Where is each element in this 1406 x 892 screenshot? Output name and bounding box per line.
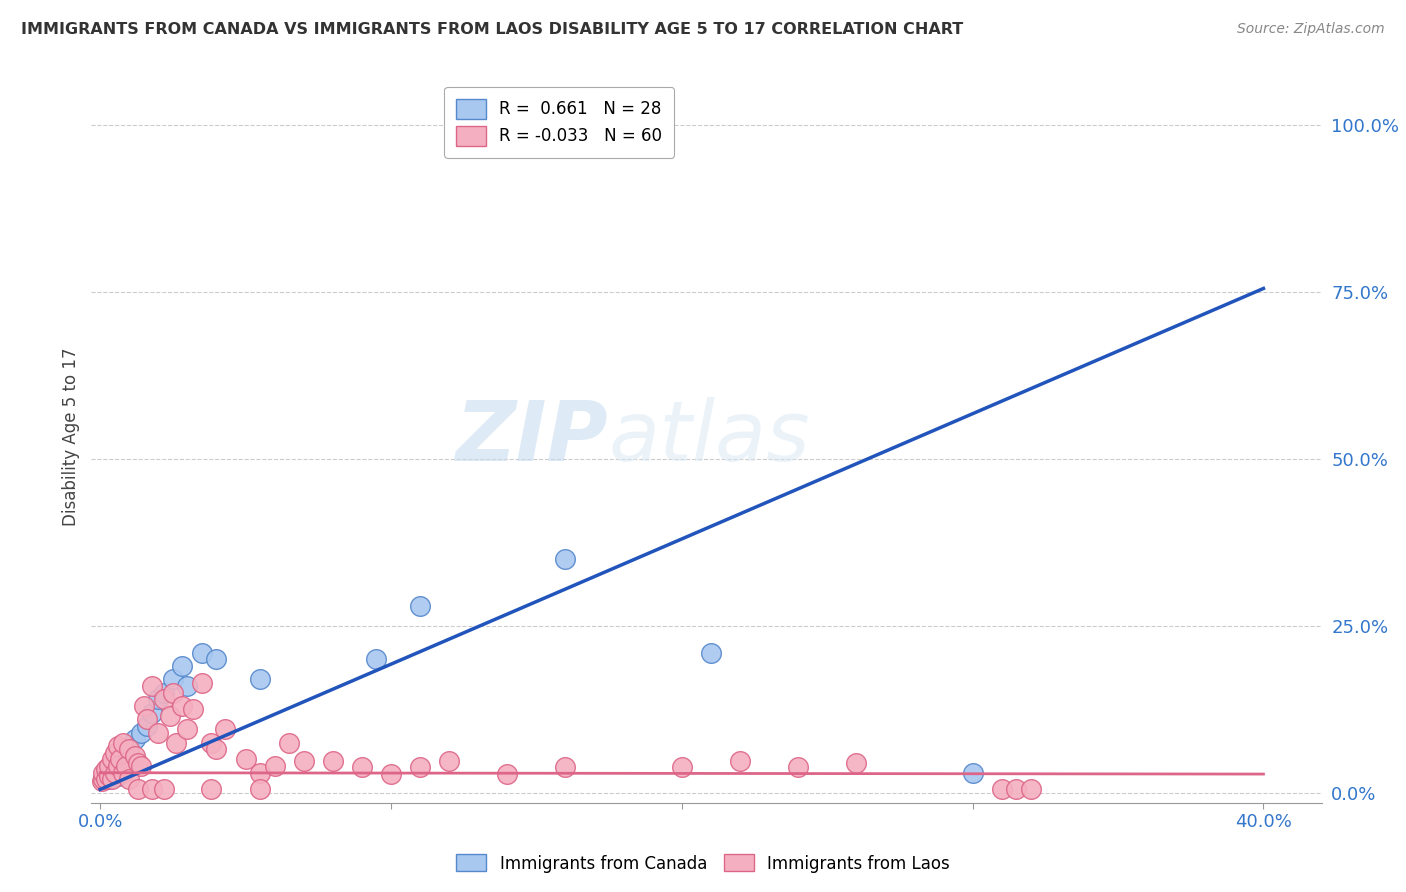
Point [962,765,984,780]
Point [235,752,257,766]
Point [141,679,163,693]
Point [141,706,163,720]
Point [496,767,519,781]
Point [112,736,135,750]
Point [118,746,141,760]
Point [278,736,301,750]
Point [94,763,117,777]
Point [162,685,184,699]
Point [118,772,141,787]
Point [97,769,120,783]
Point [148,725,170,739]
Point [94,772,117,787]
Point [700,646,723,660]
Text: ZIP: ZIP [456,397,607,477]
Point [205,742,228,756]
Point [127,756,149,770]
Point [107,759,129,773]
Point [132,698,155,713]
Point [104,765,127,780]
Point [104,746,127,760]
Point [170,698,193,713]
Point [1019,782,1042,797]
Point [162,672,184,686]
Point [91,772,114,787]
Point [110,752,132,766]
Point [100,769,122,783]
Point [115,752,138,766]
Point [107,769,129,783]
Point [91,772,114,787]
Point [181,702,204,716]
Point [153,782,176,797]
Point [249,782,271,797]
Point [990,782,1012,797]
Point [249,672,271,686]
Point [214,723,236,737]
Point [153,692,176,706]
Point [845,756,868,770]
Legend: Immigrants from Canada, Immigrants from Laos: Immigrants from Canada, Immigrants from … [450,847,956,880]
Point [129,725,152,739]
Point [409,760,432,774]
Point [124,732,146,747]
Point [112,765,135,780]
Point [165,736,187,750]
Y-axis label: Disability Age 5 to 17: Disability Age 5 to 17 [62,348,80,526]
Point [176,723,198,737]
Point [1005,782,1028,797]
Legend: R =  0.661   N = 28, R = -0.033   N = 60: R = 0.661 N = 28, R = -0.033 N = 60 [444,87,673,158]
Point [437,754,460,768]
Point [127,782,149,797]
Point [787,760,810,774]
Point [191,675,214,690]
Point [100,772,122,787]
Point [728,754,751,768]
Text: Source: ZipAtlas.com: Source: ZipAtlas.com [1237,22,1385,37]
Point [112,759,135,773]
Point [153,685,176,699]
Point [135,712,157,726]
Point [135,719,157,733]
Point [141,782,163,797]
Point [350,760,373,774]
Point [159,709,181,723]
Point [176,679,198,693]
Point [191,646,214,660]
Point [118,742,141,756]
Point [104,765,127,780]
Point [91,765,114,780]
Point [97,772,120,787]
Point [170,658,193,673]
Point [671,760,693,774]
Point [110,763,132,777]
Text: atlas: atlas [607,397,810,477]
Point [148,692,170,706]
Point [124,749,146,764]
Point [100,752,122,766]
Point [409,599,432,613]
Point [94,769,117,783]
Point [90,773,112,788]
Point [380,767,402,781]
Point [115,759,138,773]
Text: IMMIGRANTS FROM CANADA VS IMMIGRANTS FROM LAOS DISABILITY AGE 5 TO 17 CORRELATIO: IMMIGRANTS FROM CANADA VS IMMIGRANTS FRO… [21,22,963,37]
Point [107,739,129,753]
Point [97,759,120,773]
Point [292,754,315,768]
Point [249,765,271,780]
Point [263,759,285,773]
Point [200,736,222,750]
Point [366,652,388,666]
Point [129,759,152,773]
Point [97,765,120,780]
Point [205,652,228,666]
Point [554,760,576,774]
Point [322,754,344,768]
Point [554,552,576,566]
Point [200,782,222,797]
